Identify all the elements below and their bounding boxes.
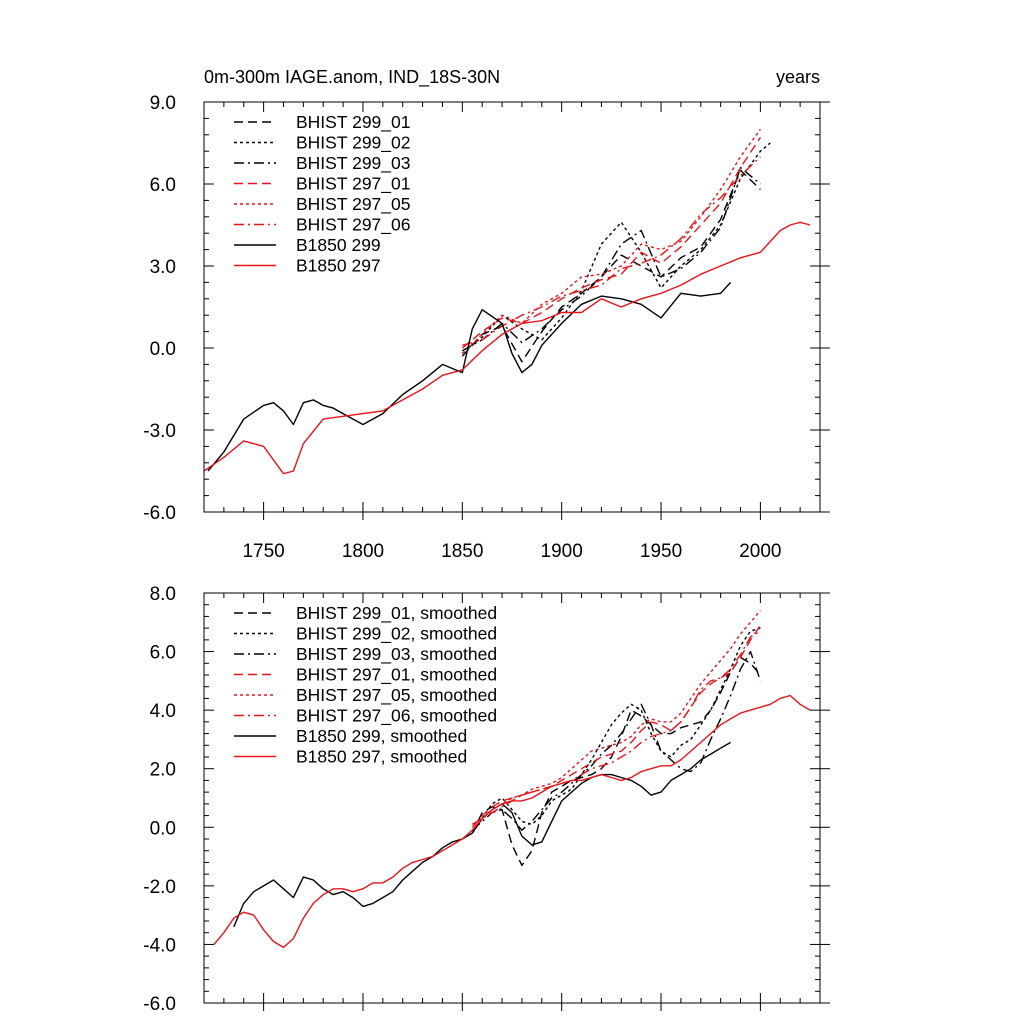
bottom-legend-label-5: BHIST 297_06, smoothed bbox=[296, 706, 497, 727]
top-ytick-label: 9.0 bbox=[150, 93, 176, 114]
top-series-6 bbox=[207, 281, 732, 472]
top-series-0 bbox=[461, 169, 761, 363]
top-legend-label-4: BHIST 297_05 bbox=[296, 194, 410, 215]
top-plot-area: 1750 1800 1850 1900 1950 2000 -6.0 -3.0 0.0 3.0 6.… bbox=[143, 93, 830, 562]
bottom-legend-label-0: BHIST 299_01, smoothed bbox=[296, 603, 497, 624]
bottom-ytick-label: -2.0 bbox=[143, 877, 176, 898]
panel-top: 0m-300m IAGE.anom, IND_18S-30N years 175… bbox=[143, 67, 830, 562]
top-ytick-label: 6.0 bbox=[150, 175, 176, 196]
top-series-5 bbox=[462, 156, 761, 346]
top-legend-label-1: BHIST 299_02 bbox=[296, 133, 410, 154]
top-series-4 bbox=[461, 128, 761, 355]
panel-top-units: years bbox=[776, 67, 820, 87]
bottom-legend-label-1: BHIST 299_02, smoothed bbox=[296, 624, 497, 645]
bottom-ytick-label: -4.0 bbox=[143, 935, 176, 956]
bottom-legend-label-2: BHIST 299_03, smoothed bbox=[296, 644, 497, 665]
top-xtick-label: 2000 bbox=[739, 541, 781, 562]
top-plot-frame bbox=[203, 101, 821, 513]
bottom-legend-label-7: B1850 297, smoothed bbox=[296, 747, 467, 767]
bottom-series-5 bbox=[471, 630, 761, 826]
top-ytick-label: 0.0 bbox=[150, 339, 176, 360]
bottom-series-0 bbox=[471, 656, 761, 867]
top-series-1 bbox=[461, 142, 771, 355]
top-legend-label-2: BHIST 299_03 bbox=[296, 153, 410, 174]
bottom-plot-area: -6.0 -4.0 -2.0 0.0 2.0 4.0 6.0 8.0 BHIST 299_01,… bbox=[143, 584, 830, 1015]
top-legend-label-3: BHIST 297_01 bbox=[296, 174, 410, 195]
bottom-ytick-label: -6.0 bbox=[143, 994, 176, 1015]
bottom-legend-label-6: B1850 299, smoothed bbox=[296, 726, 467, 746]
top-xtick-label: 1850 bbox=[441, 541, 483, 562]
bottom-ytick-label: 2.0 bbox=[150, 760, 176, 781]
top-xtick-label: 1950 bbox=[640, 541, 682, 562]
top-ytick-label: 3.0 bbox=[150, 257, 176, 278]
top-legend-label-7: B1850 297 bbox=[296, 256, 381, 276]
bottom-plot-frame bbox=[203, 592, 821, 1004]
bottom-series-group bbox=[213, 610, 811, 949]
panel-top-title: 0m-300m IAGE.anom, IND_18S-30N bbox=[204, 67, 500, 88]
top-ytick-label: -6.0 bbox=[143, 503, 176, 524]
top-xtick-label: 1750 bbox=[242, 541, 284, 562]
bottom-ytick-label: 0.0 bbox=[150, 818, 176, 839]
bottom-legend-label-4: BHIST 297_05, smoothed bbox=[296, 685, 497, 706]
bottom-ytick-label: 6.0 bbox=[150, 643, 176, 664]
top-series-group bbox=[204, 128, 811, 475]
top-series-2 bbox=[461, 166, 761, 352]
bottom-series-7 bbox=[213, 694, 811, 949]
bottom-ytick-label: 4.0 bbox=[150, 701, 176, 722]
top-legend-label-6: B1850 299 bbox=[296, 235, 381, 255]
top-series-7 bbox=[204, 221, 811, 475]
bottom-series-1 bbox=[471, 627, 761, 834]
top-legend-label-5: BHIST 297_06 bbox=[296, 215, 410, 236]
top-legend-label-0: BHIST 299_01 bbox=[296, 112, 410, 133]
bottom-ytick-label: 8.0 bbox=[150, 584, 176, 605]
top-xtick-label: 1900 bbox=[541, 541, 583, 562]
top-ytick-label: -3.0 bbox=[143, 421, 176, 442]
bottom-series-2 bbox=[471, 650, 762, 831]
bottom-legend-label-3: BHIST 297_01, smoothed bbox=[296, 665, 497, 686]
panel-bottom: -6.0 -4.0 -2.0 0.0 2.0 4.0 6.0 8.0 BHIST 299_01,… bbox=[143, 584, 830, 1015]
top-xtick-label: 1800 bbox=[342, 541, 384, 562]
